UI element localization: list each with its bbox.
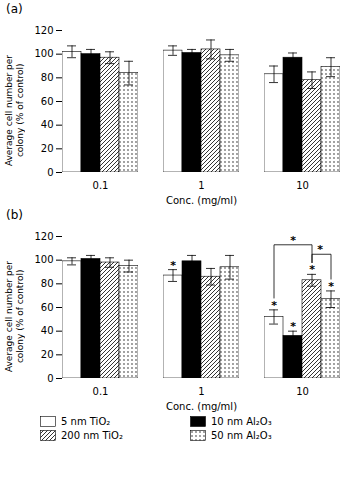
- svg-text:*: *: [271, 299, 277, 312]
- html-text:Average cell number per colony: Average cell number per colony (% of con…: [4, 261, 25, 373]
- svg-text:80: 80: [41, 278, 54, 289]
- svg-text:100: 100: [34, 254, 53, 265]
- svg-text:*: *: [170, 259, 176, 272]
- svg-text:10: 10: [296, 180, 309, 191]
- svg-text:0.1: 0.1: [93, 180, 109, 191]
- svg-text:0: 0: [47, 167, 53, 178]
- svg-text:120: 120: [34, 231, 53, 242]
- svg-text:*: *: [290, 234, 296, 247]
- html-text:Average cell number per colony: Average cell number per colony (% of con…: [4, 55, 25, 167]
- svg-text:60: 60: [41, 96, 54, 107]
- svg-text:Conc. (mg/ml): Conc. (mg/ml): [166, 195, 237, 206]
- svg-text:*: *: [309, 263, 315, 276]
- svg-text:40: 40: [41, 119, 54, 130]
- html-text:10 nm Al₂O₃: 10 nm Al₂O₃: [211, 416, 272, 427]
- svg-text:100: 100: [34, 48, 53, 59]
- html-text:(a): (a): [6, 2, 23, 16]
- svg-text:20: 20: [41, 349, 54, 360]
- svg-text:*: *: [290, 320, 296, 333]
- html-text:5 nm TiO₂: 5 nm TiO₂: [61, 416, 111, 427]
- svg-text:20: 20: [41, 143, 54, 154]
- svg-text:Conc. (mg/ml): Conc. (mg/ml): [166, 401, 237, 412]
- svg-text:0: 0: [47, 373, 53, 384]
- svg-text:120: 120: [34, 25, 53, 36]
- svg-text:0.1: 0.1: [93, 386, 109, 397]
- svg-text:60: 60: [41, 302, 54, 313]
- svg-text:10: 10: [296, 386, 309, 397]
- svg-text:*: *: [317, 243, 323, 256]
- svg-text:1: 1: [198, 386, 204, 397]
- html-text:200 nm TiO₂: 200 nm TiO₂: [61, 430, 123, 441]
- html-text:50 nm Al₂O₃: 50 nm Al₂O₃: [211, 430, 272, 441]
- svg-text:80: 80: [41, 72, 54, 83]
- svg-text:1: 1: [198, 180, 204, 191]
- html-text:(b): (b): [6, 208, 23, 222]
- svg-text:*: *: [328, 280, 334, 293]
- svg-text:40: 40: [41, 325, 54, 336]
